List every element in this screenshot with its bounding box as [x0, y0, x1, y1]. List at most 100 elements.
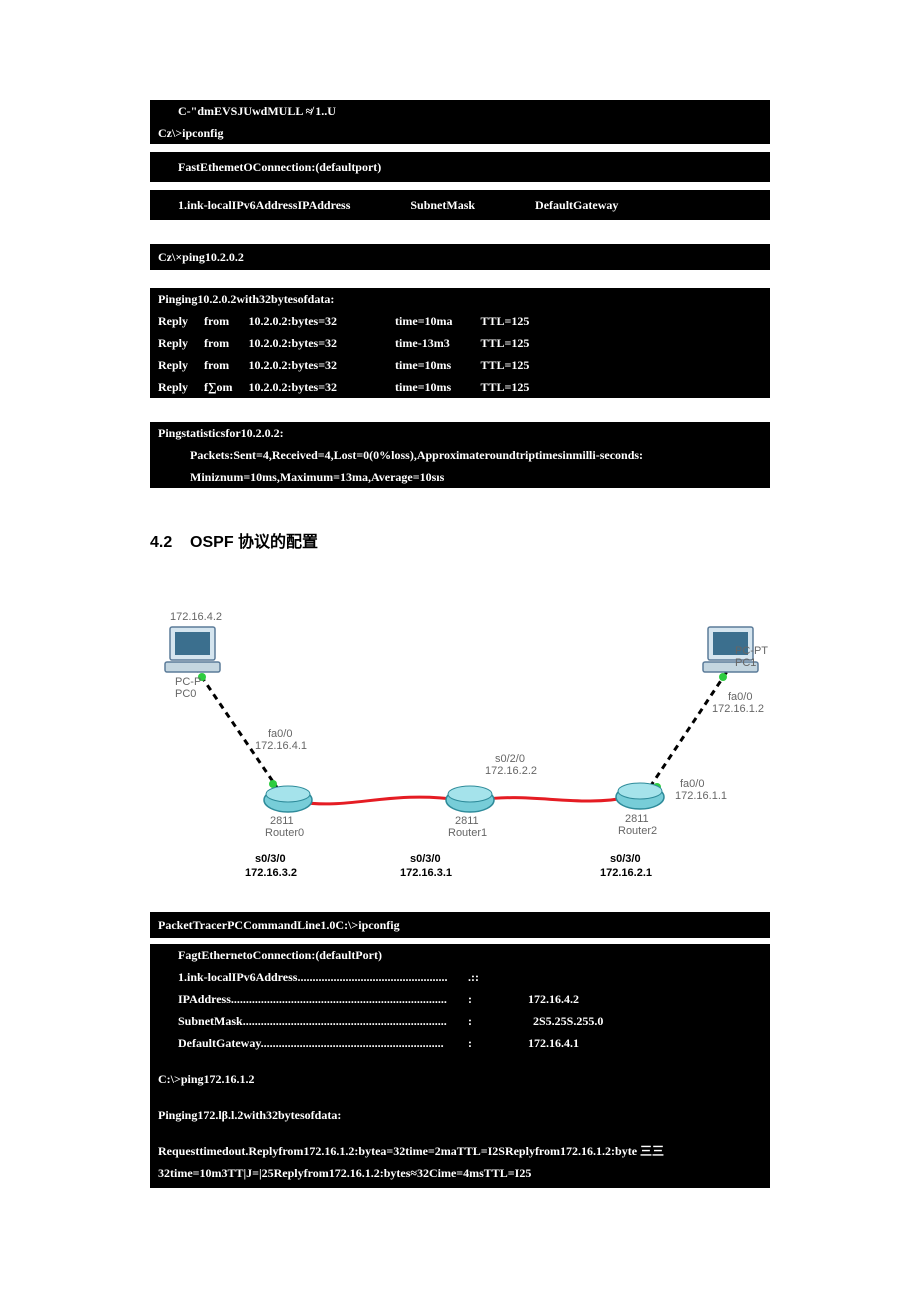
- router0-icon: [264, 786, 312, 812]
- link-router1-router2: [480, 797, 630, 801]
- terminal-prompt-ipconfig2: PacketTracerPCCommandLine1.0C:\>ipconfig: [150, 912, 770, 938]
- terminal-prompt-ping2: C:\>ping172.16.1.2: [150, 1068, 770, 1090]
- spacer: [150, 398, 770, 422]
- router2-icon: [616, 783, 664, 809]
- terminal-ping-stats: Pingstatisticsfor10.2.0.2: Packets:Sent=…: [150, 422, 770, 488]
- header-gateway: DefaultGateway: [535, 196, 618, 214]
- router1-model: 2811: [455, 815, 479, 827]
- router1-serial-ip: 172.16.3.1: [400, 867, 452, 879]
- pc0-ip-label: 172.16.4.2: [170, 611, 222, 623]
- router2-model: 2811: [625, 813, 649, 825]
- colon: .::: [468, 968, 478, 986]
- router2-serial-ip: 172.16.2.1: [600, 867, 652, 879]
- ping-col-reply: Reply: [150, 332, 196, 354]
- ping-stats-header: Pingstatisticsfor10.2.0.2:: [150, 422, 770, 444]
- terminal-block-1: C-"dmEVSJUwdMULL ≉ 1..U Cz\>ipconfig: [150, 100, 770, 144]
- spacer: [150, 1054, 770, 1068]
- terminal-headers: 1.ink-localIPv6AddressIPAddress SubnetMa…: [150, 190, 770, 220]
- ping-results-table: Reply from 10.2.0.2:bytes=32 time=10ma T…: [150, 310, 537, 398]
- ping-stats-times: Miniznum=10ms,Maximum=13ma,Average=10sıs: [150, 466, 770, 488]
- terminal-line: FagtEthernetoConnection:(defaultPort): [150, 944, 770, 966]
- ping-col-ttl: TTL=125: [473, 332, 538, 354]
- subnet-row: SubnetMask..............................…: [150, 1010, 770, 1032]
- ping-col-host: 10.2.0.2:bytes=32: [241, 354, 388, 376]
- colon: :: [468, 1034, 478, 1052]
- heading-number: 4.2: [150, 534, 172, 551]
- ping-row-1: Reply from 10.2.0.2:bytes=32 time-13m3 T…: [150, 332, 537, 354]
- pc0-icon: [165, 627, 220, 672]
- ping-col-reply: Reply: [150, 354, 196, 376]
- colon: :: [468, 1012, 478, 1030]
- ping-col-host: 10.2.0.2:bytes=32: [241, 376, 388, 398]
- ping-col-reply: Reply: [150, 310, 196, 332]
- ping2-reply-1: Requesttimedout.Replyfrom172.16.1.2:byte…: [150, 1140, 770, 1162]
- ip-value: 172.16.4.2: [478, 990, 579, 1008]
- spacer: [150, 220, 770, 244]
- ping-col-time: time=10ms: [387, 376, 473, 398]
- page-container: C-"dmEVSJUwdMULL ≉ 1..U Cz\>ipconfig Fas…: [0, 0, 920, 1248]
- ping-intro: Pinging10.2.0.2with32bytesofdata:: [150, 288, 770, 310]
- ping-col-from: from: [196, 310, 241, 332]
- router0-name: Router0: [265, 827, 304, 839]
- terminal-ping-1: Cz\×ping10.2.0.2 Pinging10.2.0.2with32by…: [150, 244, 770, 398]
- ping-col-from: f∑om: [196, 376, 241, 398]
- router0-model: 2811: [270, 815, 294, 827]
- router1-name: Router1: [448, 827, 487, 839]
- router2-ifip: 172.16.1.1: [675, 790, 727, 802]
- ping-row-3: Reply f∑om 10.2.0.2:bytes=32 time=10ms T…: [150, 376, 537, 398]
- gateway-label: DefaultGateway..........................…: [178, 1034, 468, 1052]
- network-diagram: 172.16.4.2 PC-P PC0 PC-PT PC1 fa0/0 172.…: [150, 592, 770, 902]
- link-router0-router1: [300, 797, 460, 804]
- router2-if: fa0/0: [680, 778, 704, 790]
- port-dot: [719, 673, 727, 681]
- ping-col-ttl: TTL=125: [473, 376, 538, 398]
- gateway-value: 172.16.4.1: [478, 1034, 579, 1052]
- router0-if: fa0/0: [268, 728, 292, 740]
- pc1-ip-label: 172.16.1.2: [712, 703, 764, 715]
- pc0-label1: PC-P: [175, 676, 201, 688]
- router1-top-ip: 172.16.2.2: [485, 765, 537, 777]
- ping-col-from: from: [196, 332, 241, 354]
- diagram-svg: 172.16.4.2 PC-P PC0 PC-PT PC1 fa0/0 172.…: [150, 592, 770, 902]
- ping-row-0: Reply from 10.2.0.2:bytes=32 time=10ma T…: [150, 310, 537, 332]
- router0-serial: s0/3/0: [255, 853, 286, 865]
- spacer: [150, 182, 770, 190]
- router2-name: Router2: [618, 825, 657, 837]
- terminal-block-2: PacketTracerPCCommandLine1.0C:\>ipconfig…: [150, 912, 770, 1188]
- ipv6-row: 1.ink-localIPv6Address..................…: [150, 966, 770, 988]
- section-heading: 4.2 OSPF 协议的配置: [150, 528, 770, 552]
- link-router2-pc1: [650, 667, 730, 787]
- pc0-label2: PC0: [175, 688, 196, 700]
- ping-col-host: 10.2.0.2:bytes=32: [241, 310, 388, 332]
- ip-row: IPAddress...............................…: [150, 988, 770, 1010]
- pc1-label1: PC-PT: [735, 645, 768, 657]
- subnet-label: SubnetMask..............................…: [178, 1012, 468, 1030]
- pc1-if-label: fa0/0: [728, 691, 752, 703]
- ping-col-ttl: TTL=125: [473, 310, 538, 332]
- router1-serial: s0/3/0: [410, 853, 441, 865]
- terminal-prompt-ping: Cz\×ping10.2.0.2: [150, 244, 770, 270]
- heading-title: OSPF 协议的配置: [190, 534, 318, 551]
- router1-icon: [446, 786, 494, 812]
- ping-col-time: time-13m3: [387, 332, 473, 354]
- header-subnet: SubnetMask: [410, 196, 475, 214]
- ip-label: IPAddress...............................…: [178, 990, 468, 1008]
- ping-col-reply: Reply: [150, 376, 196, 398]
- router0-ifip: 172.16.4.1: [255, 740, 307, 752]
- spacer: [150, 1090, 770, 1104]
- spacer: [150, 144, 770, 152]
- header-ipv6: 1.ink-localIPv6AddressIPAddress: [178, 196, 350, 214]
- gateway-row: DefaultGateway..........................…: [150, 1032, 770, 1054]
- ping-col-time: time=10ma: [387, 310, 473, 332]
- ping-col-from: from: [196, 354, 241, 376]
- ping-col-host: 10.2.0.2:bytes=32: [241, 332, 388, 354]
- router1-top-if: s0/2/0: [495, 753, 525, 765]
- port-dot: [269, 780, 277, 788]
- ping-stats-packets: Packets:Sent=4,Received=4,Lost=0(0%loss)…: [150, 444, 770, 466]
- router2-serial: s0/3/0: [610, 853, 641, 865]
- ping-row-2: Reply from 10.2.0.2:bytes=32 time=10ms T…: [150, 354, 537, 376]
- colon: :: [468, 990, 478, 1008]
- terminal-prompt-ipconfig: Cz\>ipconfig: [150, 122, 770, 144]
- terminal-line: C-"dmEVSJUwdMULL ≉ 1..U: [150, 100, 770, 122]
- ping-col-ttl: TTL=125: [473, 354, 538, 376]
